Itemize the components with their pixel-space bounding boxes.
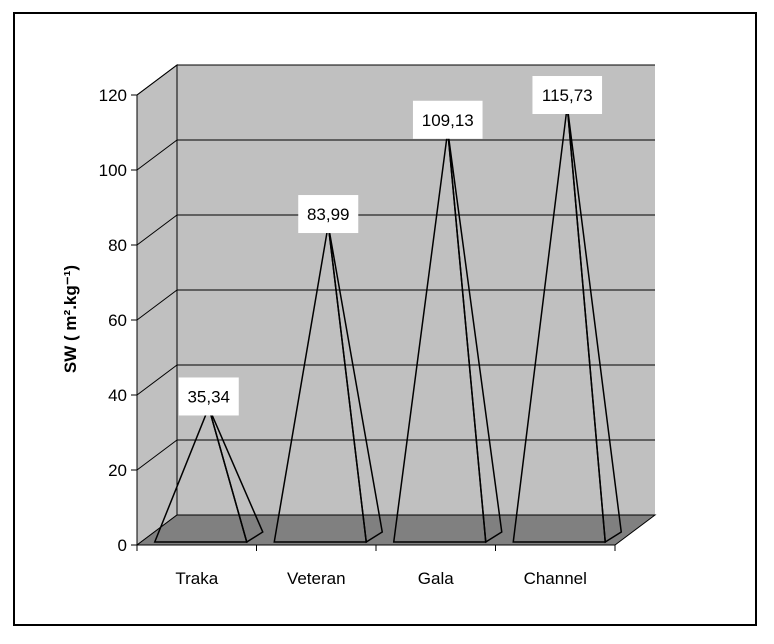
data-label-box	[178, 377, 239, 416]
pyramid-bar	[273, 224, 384, 544]
gridline-side	[136, 364, 178, 396]
pyramid-bar	[153, 405, 264, 544]
x-tick-label: Channel	[524, 569, 587, 588]
y-tick-label: 40	[108, 386, 127, 405]
pyramid-side-face	[327, 224, 384, 544]
data-label-text: 109,13	[422, 111, 474, 130]
y-tick-label: 20	[108, 461, 127, 480]
gridlines	[136, 64, 655, 471]
y-tick-label: 0	[118, 536, 127, 555]
pyramid-marks	[153, 105, 623, 544]
x-axis-labels: Traka Veteran Gala Channel	[175, 569, 587, 588]
data-label: 115,73	[532, 76, 603, 115]
gridline-side	[136, 64, 178, 96]
data-label: 109,13	[412, 100, 483, 139]
data-label: 35,34	[178, 377, 239, 416]
y-tick-label: 100	[99, 161, 127, 180]
y-tick-label: 120	[99, 86, 127, 105]
data-label-text: 83,99	[307, 205, 350, 224]
data-label-text: 35,34	[187, 387, 230, 406]
data-label: 83,99	[298, 195, 359, 234]
data-label-box	[412, 100, 483, 139]
pyramid-side-face	[566, 105, 623, 544]
y-tick-label: 80	[108, 236, 127, 255]
gridline-side	[136, 214, 178, 246]
data-label-box	[532, 76, 603, 115]
data-label-box	[298, 195, 359, 234]
pyramid-side-face	[447, 130, 503, 544]
gridline-side	[136, 289, 178, 321]
y-axis-ticks: 0 20 40 60 80 100 120	[99, 86, 137, 555]
x-tick-label: Traka	[175, 569, 218, 588]
pyramid-bar	[512, 105, 623, 544]
gridline-side	[136, 139, 178, 171]
pyramid-side-face	[208, 407, 264, 544]
data-labels: 35,34 83,99 109,13 115,73	[178, 76, 603, 416]
y-axis-title: SW ( m².kg⁻¹)	[61, 265, 80, 373]
y-tick-label: 60	[108, 311, 127, 330]
x-tick-label: Veteran	[287, 569, 346, 588]
gridline-side	[136, 439, 178, 471]
data-label-text: 115,73	[542, 86, 593, 105]
x-tick-label: Gala	[418, 569, 454, 588]
pyramid-bar	[392, 130, 503, 544]
